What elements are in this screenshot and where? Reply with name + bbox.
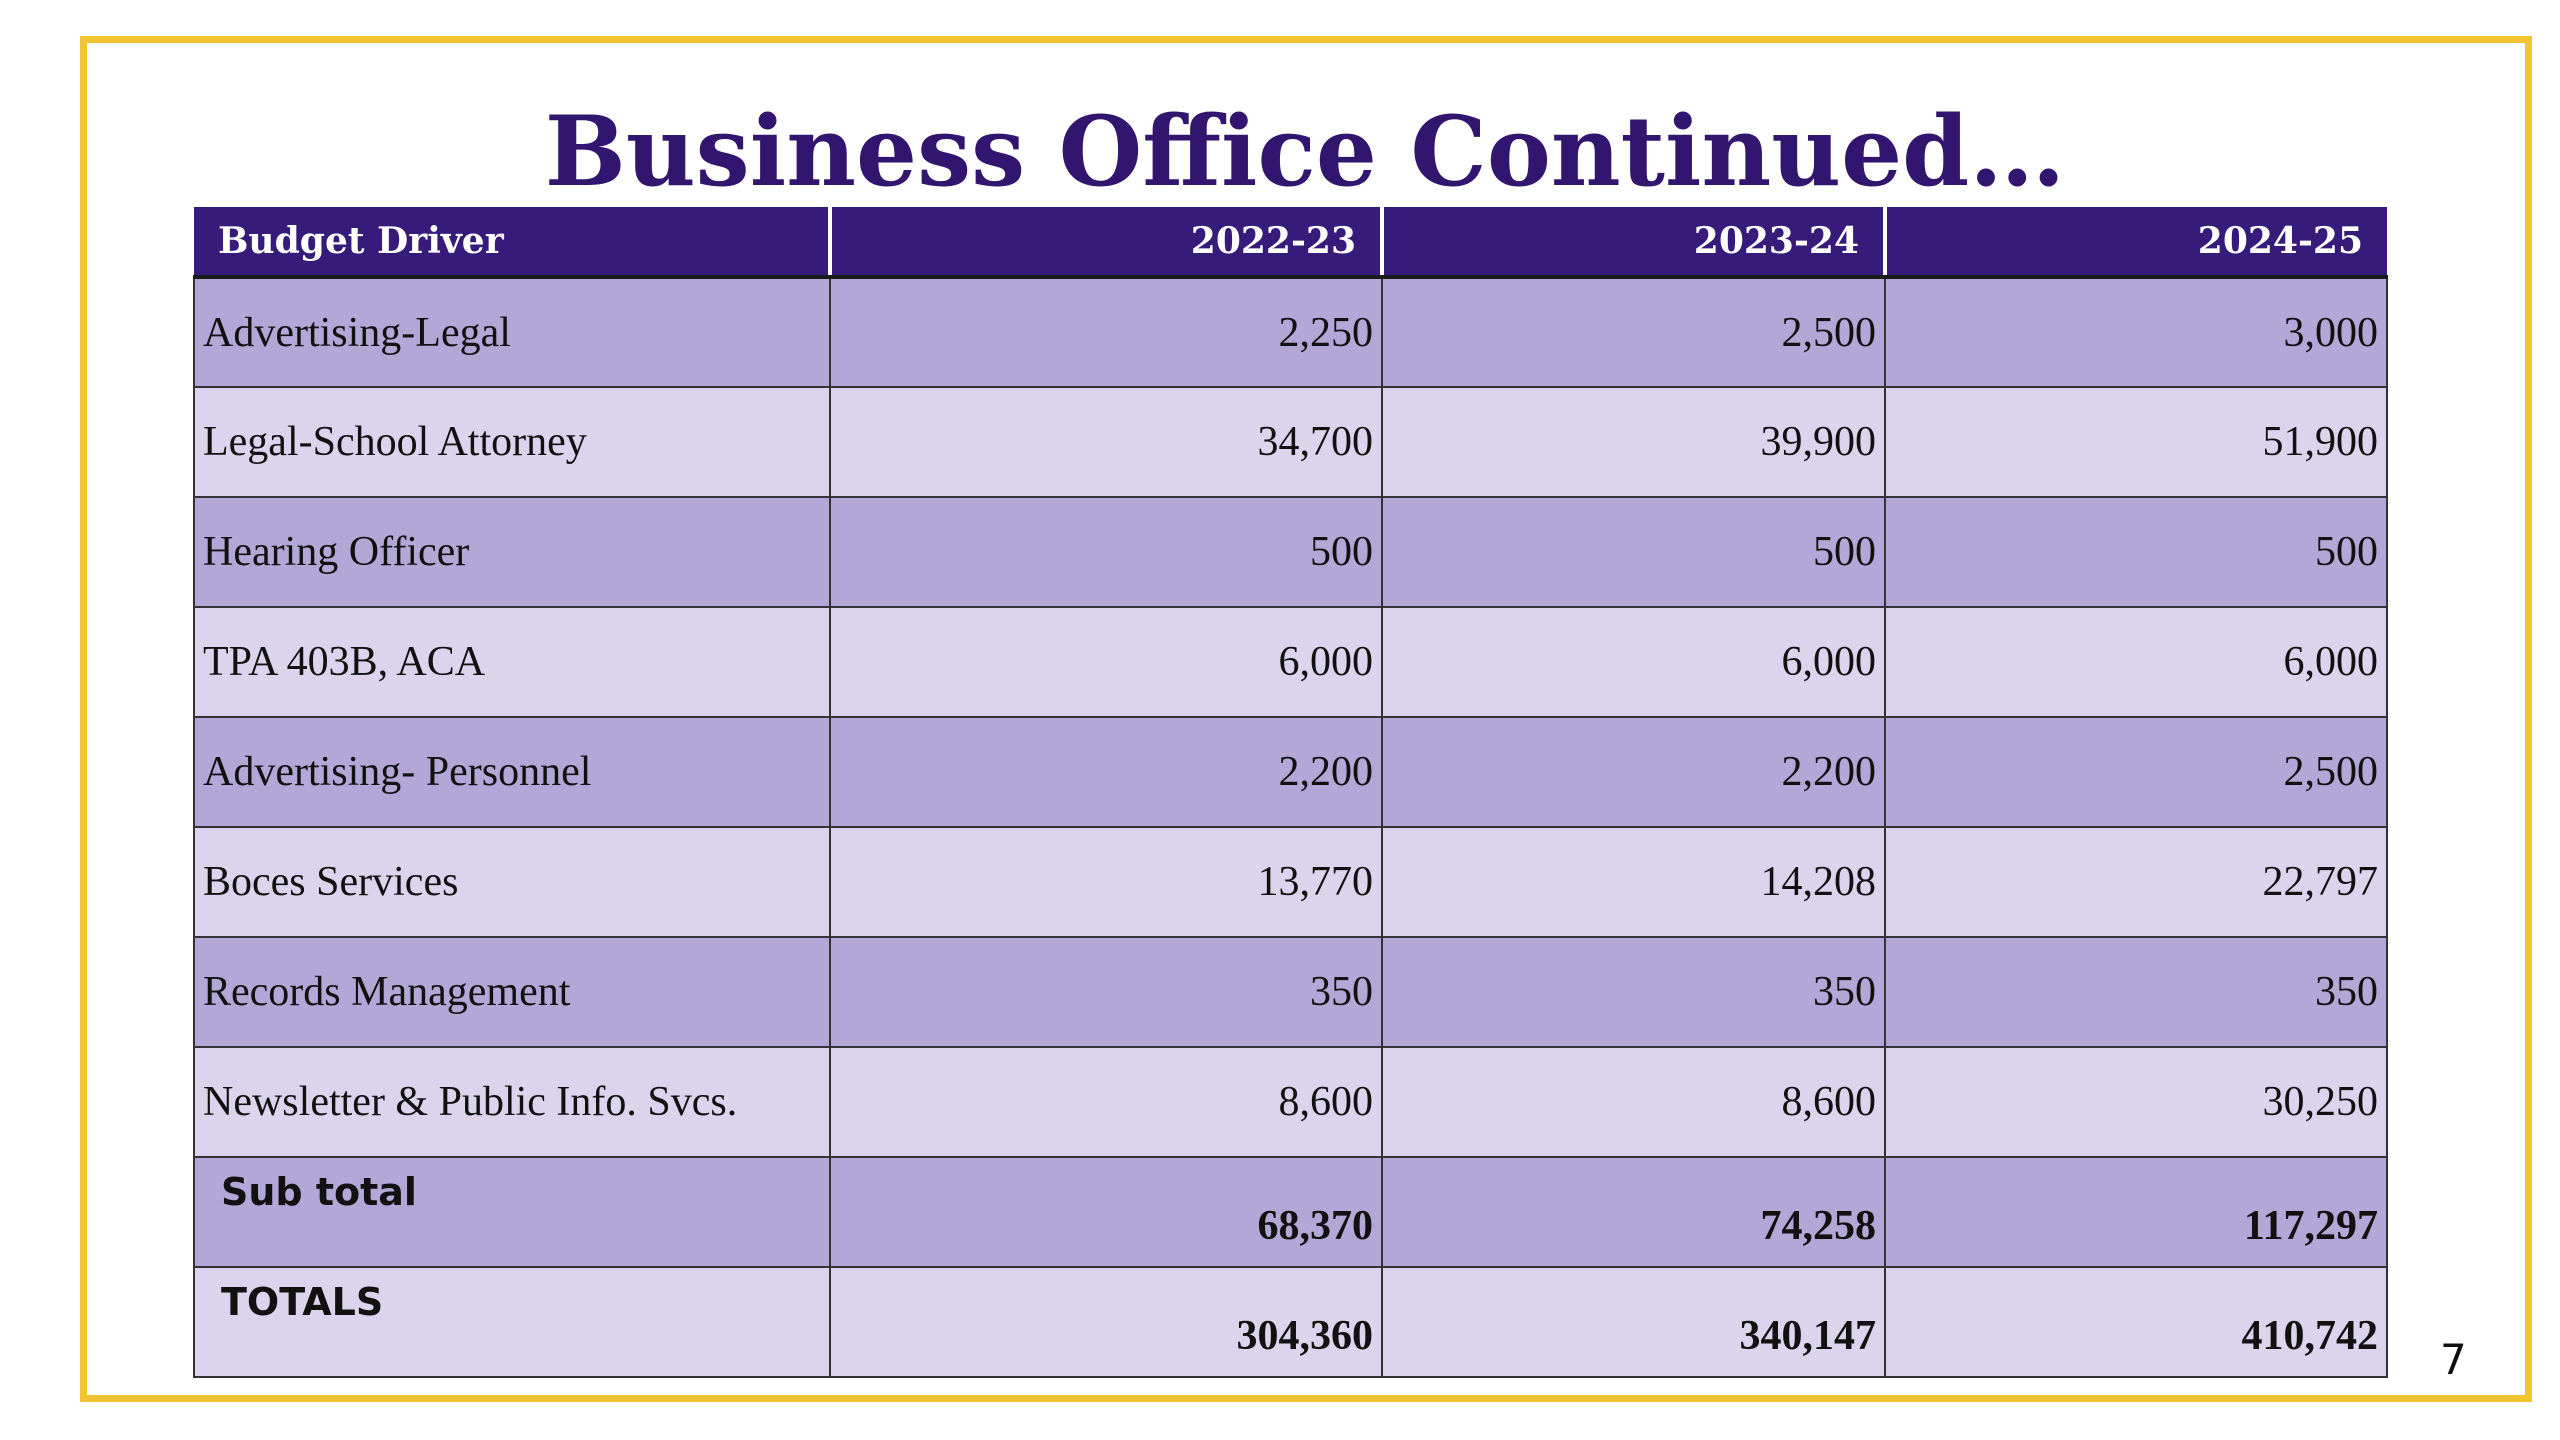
header-budget-driver: Budget Driver <box>194 207 832 279</box>
row-value-2024-25: 22,797 <box>1884 826 2388 938</box>
row-label: Legal-School Attorney <box>193 386 831 498</box>
row-value-2022-23: 500 <box>829 496 1383 608</box>
table-header-row: Budget Driver 2022-23 2023-24 2024-25 <box>194 207 2387 279</box>
table-row: Advertising-Legal 2,250 2,500 3,000 <box>193 276 2388 388</box>
row-value-2022-23: 6,000 <box>829 606 1383 718</box>
subtotal-2022-23: 68,370 <box>829 1156 1383 1268</box>
table-row: Hearing Officer 500 500 500 <box>193 496 2388 608</box>
row-value-2023-24: 350 <box>1381 936 1886 1048</box>
row-value-2023-24: 500 <box>1381 496 1886 608</box>
totals-row: TOTALS 304,360 340,147 410,742 <box>193 1266 2388 1378</box>
row-label: Newsletter & Public Info. Svcs. <box>193 1046 831 1158</box>
totals-2022-23: 304,360 <box>829 1266 1383 1378</box>
page-number: 7 <box>2440 1335 2467 1384</box>
row-label: Records Management <box>193 936 831 1048</box>
row-value-2024-25: 2,500 <box>1884 716 2388 828</box>
subtotal-2023-24: 74,258 <box>1381 1156 1886 1268</box>
totals-2024-25: 410,742 <box>1884 1266 2388 1378</box>
row-value-2022-23: 34,700 <box>829 386 1383 498</box>
row-value-2023-24: 39,900 <box>1381 386 1886 498</box>
row-label: TPA 403B, ACA <box>193 606 831 718</box>
totals-label: TOTALS <box>193 1266 831 1378</box>
row-value-2024-25: 30,250 <box>1884 1046 2388 1158</box>
row-value-2022-23: 2,250 <box>829 276 1383 388</box>
row-value-2023-24: 2,500 <box>1381 276 1886 388</box>
row-label: Boces Services <box>193 826 831 938</box>
subtotal-2024-25: 117,297 <box>1884 1156 2388 1268</box>
row-value-2023-24: 8,600 <box>1381 1046 1886 1158</box>
totals-2023-24: 340,147 <box>1381 1266 1886 1378</box>
row-value-2023-24: 2,200 <box>1381 716 1886 828</box>
table-row: TPA 403B, ACA 6,000 6,000 6,000 <box>193 606 2388 718</box>
row-value-2024-25: 51,900 <box>1884 386 2388 498</box>
subtotal-label: Sub total <box>193 1156 831 1268</box>
table-row: Advertising- Personnel 2,200 2,200 2,500 <box>193 716 2388 828</box>
row-value-2022-23: 2,200 <box>829 716 1383 828</box>
row-label: Hearing Officer <box>193 496 831 608</box>
row-value-2024-25: 3,000 <box>1884 276 2388 388</box>
header-2022-23: 2022-23 <box>830 207 1384 279</box>
budget-table: Budget Driver 2022-23 2023-24 2024-25 Ad… <box>193 207 2388 1378</box>
row-value-2024-25: 6,000 <box>1884 606 2388 718</box>
table-row: Legal-School Attorney 34,700 39,900 51,9… <box>193 386 2388 498</box>
row-label: Advertising- Personnel <box>193 716 831 828</box>
table-row: Newsletter & Public Info. Svcs. 8,600 8,… <box>193 1046 2388 1158</box>
table-row: Boces Services 13,770 14,208 22,797 <box>193 826 2388 938</box>
row-value-2022-23: 8,600 <box>829 1046 1383 1158</box>
row-value-2022-23: 350 <box>829 936 1383 1048</box>
row-label: Advertising-Legal <box>193 276 831 388</box>
header-2023-24: 2023-24 <box>1382 207 1887 279</box>
header-2024-25: 2024-25 <box>1885 207 2387 279</box>
row-value-2022-23: 13,770 <box>829 826 1383 938</box>
row-value-2024-25: 350 <box>1884 936 2388 1048</box>
table-row: Records Management 350 350 350 <box>193 936 2388 1048</box>
subtotal-row: Sub total 68,370 74,258 117,297 <box>193 1156 2388 1268</box>
slide-title: Business Office Continued… <box>544 95 2066 208</box>
row-value-2023-24: 6,000 <box>1381 606 1886 718</box>
row-value-2024-25: 500 <box>1884 496 2388 608</box>
row-value-2023-24: 14,208 <box>1381 826 1886 938</box>
